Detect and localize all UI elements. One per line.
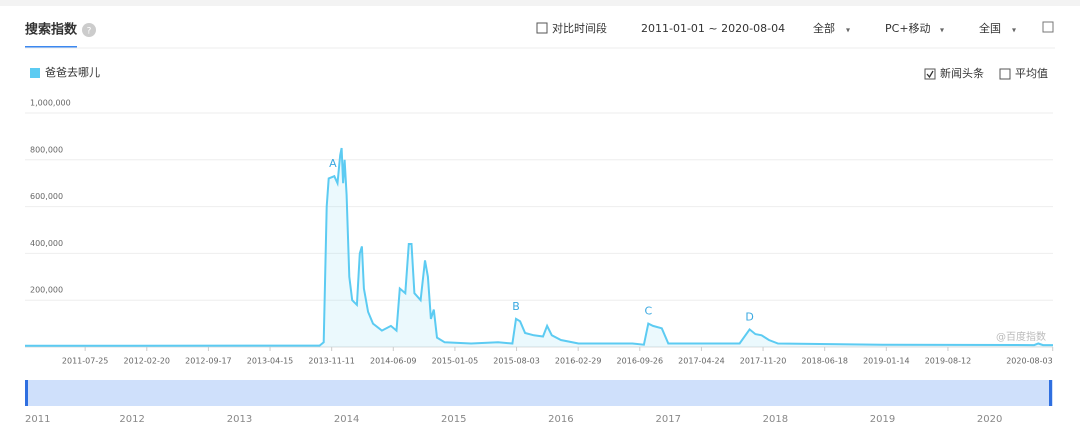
line <box>24 147 1053 347</box>
navigator-year: 2016 <box>548 414 573 425</box>
annotation: C <box>644 305 652 318</box>
legend-label[interactable]: 爸爸去哪儿 <box>45 66 100 79</box>
navigator-handle[interactable] <box>1049 380 1052 406</box>
tab-underline <box>25 46 77 48</box>
option-label[interactable]: 平均值 <box>1015 67 1048 80</box>
share-icon[interactable] <box>1042 21 1054 33</box>
x-tick-label: 2014-06-09 <box>370 357 417 366</box>
top-strip <box>0 0 1080 6</box>
navigator-year: 2018 <box>763 414 788 425</box>
x-tick-label: 2017-04-24 <box>678 357 725 366</box>
checkbox[interactable] <box>999 68 1011 80</box>
option[interactable]: 全国 <box>979 21 1001 35</box>
navigator-year: 2012 <box>119 414 144 425</box>
option[interactable]: PC+移动 <box>885 22 931 35</box>
navigator-band[interactable] <box>25 380 1053 406</box>
checkbox[interactable] <box>536 22 548 34</box>
x-tick-label: 2015-08-03 <box>493 357 540 366</box>
x-tick-label: 2017-11-20 <box>740 357 787 366</box>
check-mark <box>926 70 934 79</box>
x-tick-label: 2016-02-29 <box>555 357 602 366</box>
title: 搜索指数 <box>25 22 78 38</box>
navigator-year: 2015 <box>441 414 466 425</box>
option[interactable]: 全部 <box>813 21 835 35</box>
x-tick-label: 2019-01-14 <box>863 357 910 366</box>
navigator-handle[interactable] <box>25 380 28 406</box>
y-tick-label: 1,000,000 <box>30 99 71 108</box>
watermark: @百度指数 <box>996 330 1046 343</box>
annotation: B <box>512 300 520 313</box>
navigator-year: 2011 <box>25 414 50 425</box>
compare-label[interactable]: 对比时间段 <box>552 21 607 35</box>
legend-swatch <box>30 68 40 78</box>
checkbox[interactable] <box>924 68 936 80</box>
x-tick-label: 2016-09-26 <box>617 357 664 366</box>
navigator-year: 2014 <box>334 414 359 425</box>
x-tick-label: 2019-08-12 <box>925 357 972 366</box>
x-tick-label: 2011-07-25 <box>62 357 109 366</box>
x-tick-label: 2013-11-11 <box>308 357 355 366</box>
y-tick-label: 400,000 <box>30 239 63 248</box>
x-tick-label: 2012-02-20 <box>124 357 171 366</box>
navigator-year: 2019 <box>870 414 895 425</box>
x-tick-label: 2012-09-17 <box>185 357 232 366</box>
x-tick-label: 2020-08-03 <box>1006 357 1053 366</box>
x-tick-label: 2018-06-18 <box>801 357 848 366</box>
help-mark: ? <box>87 27 92 37</box>
caret: ▾ <box>1012 26 1016 35</box>
help-icon[interactable] <box>82 23 96 37</box>
x-tick-label: 2015-01-05 <box>432 357 479 366</box>
navigator-year: 2020 <box>977 414 1002 425</box>
option-label[interactable]: 新闻头条 <box>940 66 984 80</box>
y-tick-label: 800,000 <box>30 145 63 154</box>
x-tick-label: 2013-04-15 <box>247 357 294 366</box>
navigator-year: 2013 <box>227 414 252 425</box>
caret: ▾ <box>846 26 850 35</box>
annotation: D <box>745 310 753 323</box>
caret: ▾ <box>940 26 944 35</box>
y-tick-label: 600,000 <box>30 192 63 201</box>
date-range[interactable]: 2011-01-01 ~ 2020-08-04 <box>641 22 785 35</box>
navigator-year: 2017 <box>656 414 681 425</box>
annotation: A <box>329 157 337 170</box>
y-tick-label: 200,000 <box>30 286 63 295</box>
